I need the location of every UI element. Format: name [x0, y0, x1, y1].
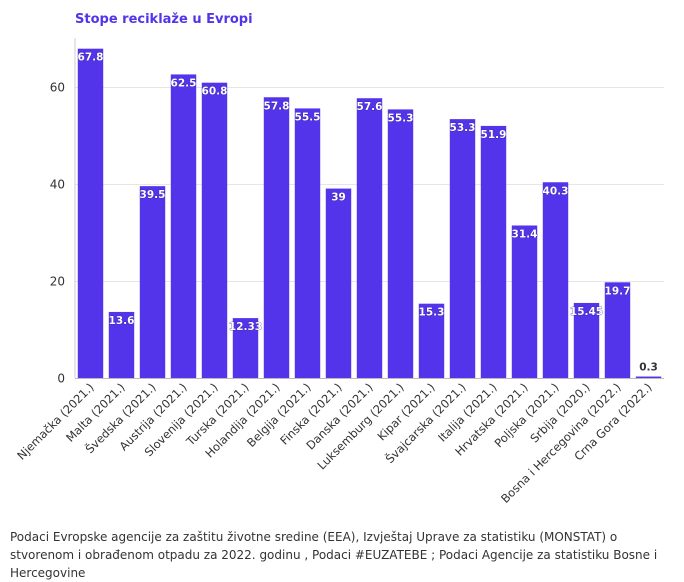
data-label: 40.3 — [543, 185, 569, 197]
bar — [356, 98, 383, 378]
bar — [139, 186, 166, 378]
data-label: 57.6 — [357, 101, 383, 113]
data-label: 13.6 — [109, 315, 135, 327]
data-label: 0.3 — [639, 362, 658, 374]
data-label: 60.8 — [202, 86, 228, 98]
bar — [573, 302, 600, 378]
bar — [170, 74, 197, 379]
source-note: Podaci Evropske agencije za zaštitu živo… — [10, 530, 658, 580]
data-label: 15.3 — [419, 307, 445, 319]
bar — [201, 82, 228, 378]
bar-chart: 67.8 13.6 39.5 62.5 60.8 12.33 57.8 55.5 39 57.6 5… — [14, 38, 664, 506]
bar — [635, 376, 662, 378]
data-label: 62.5 — [171, 77, 197, 89]
bar — [480, 125, 507, 378]
data-label: 19.7 — [605, 285, 631, 297]
bar — [294, 108, 321, 379]
bar — [325, 188, 352, 378]
bar — [232, 318, 259, 378]
chart-title: Stope reciklaže u Evropi — [75, 12, 253, 27]
data-label: 51.9 — [481, 129, 507, 141]
bar — [542, 182, 569, 378]
y-tick-label: 60 — [50, 81, 65, 95]
data-label: 39 — [331, 192, 346, 204]
bar — [511, 225, 538, 378]
data-label: 55.5 — [295, 111, 321, 123]
bar — [108, 311, 135, 378]
data-label: 57.8 — [264, 100, 290, 112]
data-label: 15.45 — [570, 306, 603, 318]
data-label: 31.4 — [512, 228, 538, 240]
y-tick-label: 40 — [50, 178, 65, 192]
data-label: 53.3 — [450, 122, 476, 134]
y-tick-label: 20 — [50, 275, 65, 289]
bar — [604, 282, 631, 378]
bar — [77, 48, 104, 378]
bar — [418, 303, 445, 378]
data-label: 55.3 — [388, 112, 414, 124]
bars: 67.8 13.6 39.5 62.5 60.8 12.33 57.8 55.5 39 57.6 5… — [77, 48, 662, 379]
y-tick-label: 0 — [57, 372, 65, 386]
bar — [387, 109, 414, 379]
bar — [263, 97, 290, 378]
data-label: 12.33 — [229, 321, 262, 333]
data-label: 67.8 — [78, 52, 104, 64]
data-label: 39.5 — [140, 189, 166, 201]
bar — [449, 119, 476, 379]
